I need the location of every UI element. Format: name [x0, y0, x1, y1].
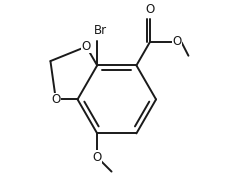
Text: Br: Br — [93, 24, 106, 37]
Text: O: O — [92, 151, 102, 164]
Text: O: O — [51, 93, 60, 106]
Text: O: O — [82, 40, 91, 53]
Text: O: O — [172, 35, 181, 48]
Text: O: O — [145, 3, 155, 16]
